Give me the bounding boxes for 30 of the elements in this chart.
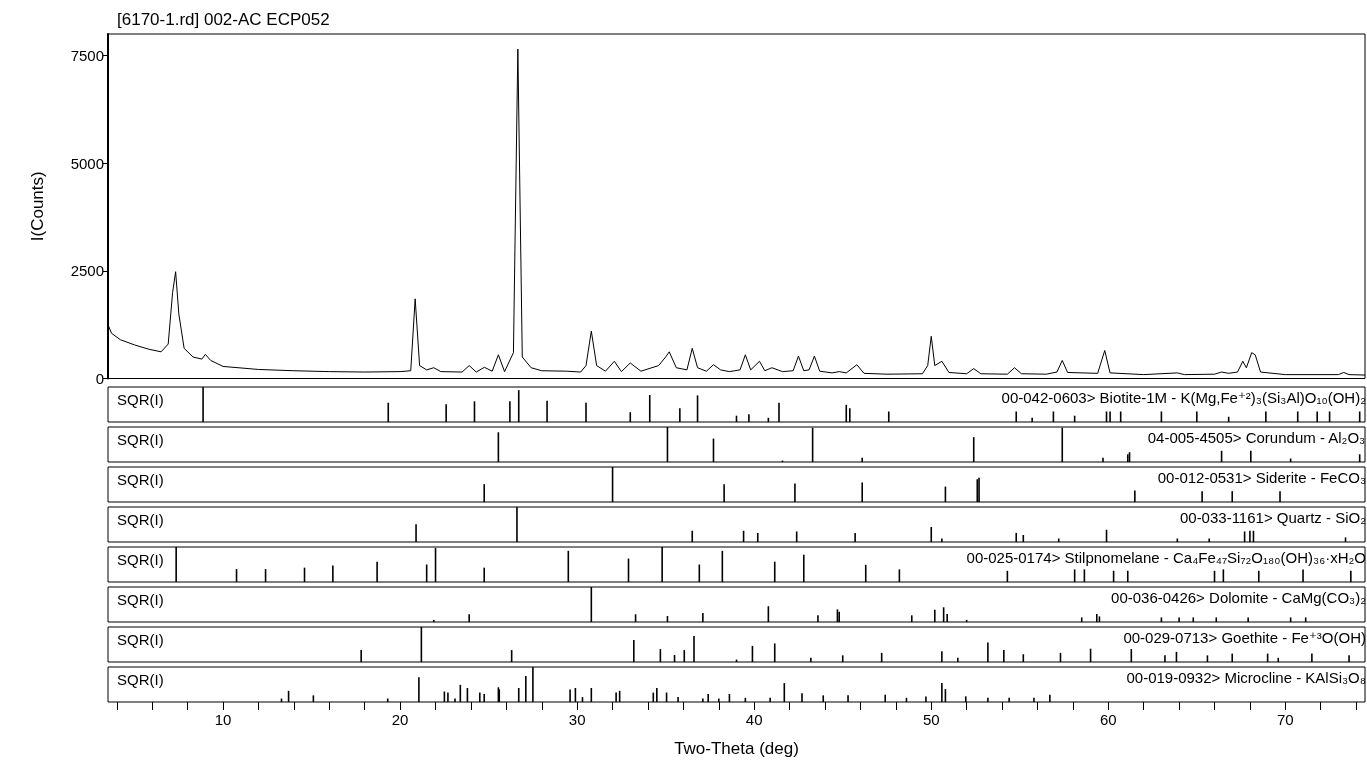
y-tick-label: 7500: [70, 47, 104, 65]
y-axis-title: SQR(I): [117, 591, 164, 608]
chart-title: 00-025-0174> Stilpnomelane - Ca₄Fe₄₇Si₇₂O₁₈₀(OH)₃₆·xH₂O: [966, 549, 1367, 566]
chart-title: 00-029-0713> Goethite - Fe⁺³O(OH): [1123, 629, 1366, 646]
y-axis-title: SQR(I): [117, 391, 164, 408]
y-axis-title: SQR(I): [117, 671, 164, 688]
x-tick-label: 30: [568, 711, 586, 728]
y-axis-title: SQR(I): [117, 471, 164, 488]
x-axis-title: Two-Theta (deg): [674, 739, 799, 758]
x-tick-label: 70: [1276, 711, 1294, 728]
chart-title: 00-019-0932> Microcline - KAlSi₃O₈: [1126, 669, 1367, 686]
x-tick-label: 50: [922, 711, 940, 728]
chart-title: 04-005-4505> Corundum - Al₂O₃: [1147, 429, 1366, 446]
y-axis-title: SQR(I): [117, 631, 164, 648]
y-tick-label: 0: [95, 370, 104, 387]
y-axis-title: SQR(I): [117, 431, 164, 448]
y-axis-title: SQR(I): [117, 551, 164, 568]
x-tick-label: 20: [391, 711, 409, 728]
chart-title: 00-033-1161> Quartz - SiO₂: [1179, 509, 1367, 526]
chart-title: 00-012-0531> Siderite - FeCO₃: [1157, 469, 1367, 486]
x-tick-label: 10: [214, 711, 232, 728]
x-tick-label: 60: [1099, 711, 1117, 728]
x-tick-label: 40: [745, 711, 763, 728]
chart-title: 00-036-0426> Dolomite - CaMg(CO₃)₂: [1111, 589, 1367, 606]
y-tick-label: 2500: [70, 262, 104, 280]
y-axis-title: I(Counts): [28, 171, 47, 242]
chart-title: [6170-1.rd] 002-AC ECP052: [117, 10, 330, 29]
y-axis-title: SQR(I): [117, 511, 164, 528]
chart-title: 00-042-0603> Biotite-1M - K(Mg,Fe⁺²)₃(Si₃Al)O₁₀(OH)₂: [1001, 389, 1367, 406]
y-tick-label: 5000: [70, 154, 104, 172]
